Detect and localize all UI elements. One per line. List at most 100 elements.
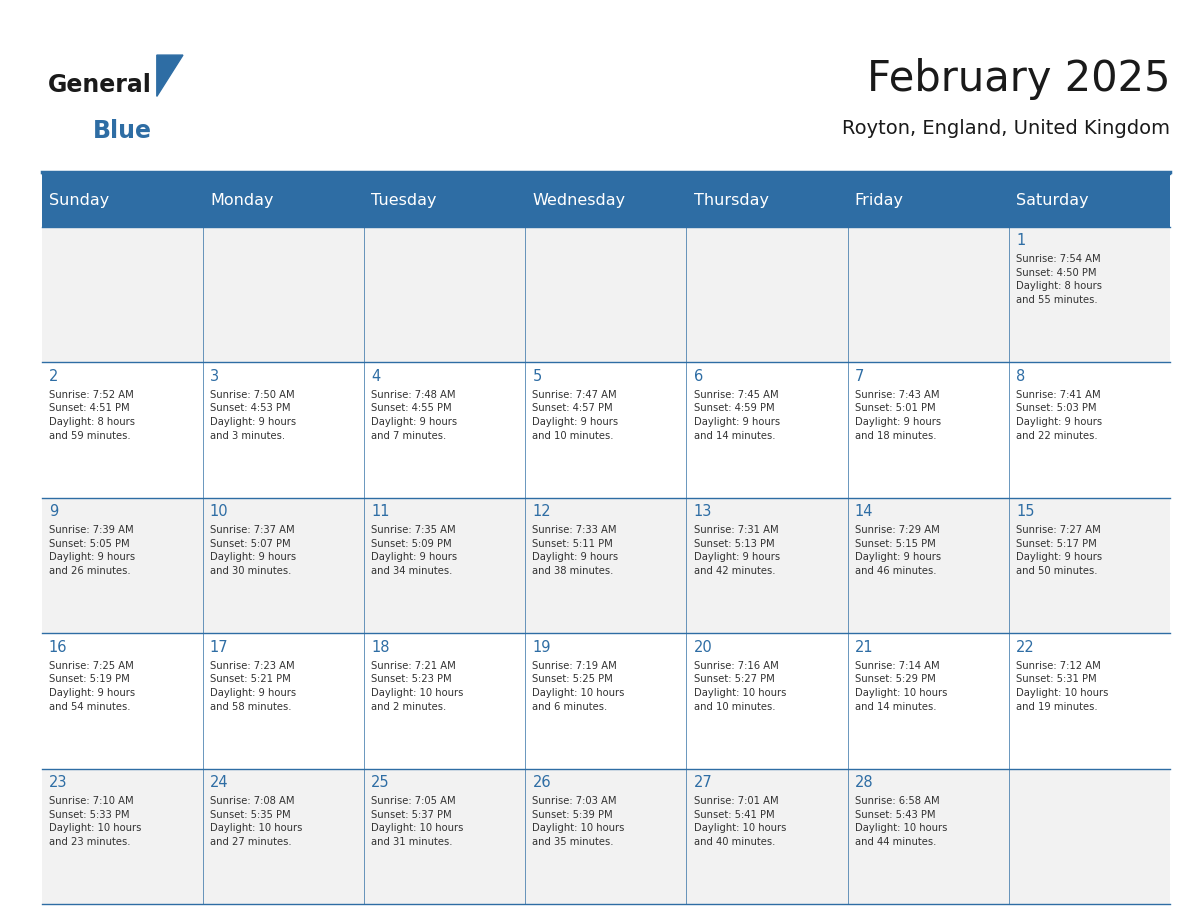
Text: 12: 12 xyxy=(532,504,551,520)
Text: Sunrise: 7:27 AM
Sunset: 5:17 PM
Daylight: 9 hours
and 50 minutes.: Sunrise: 7:27 AM Sunset: 5:17 PM Dayligh… xyxy=(1016,525,1102,577)
Text: Blue: Blue xyxy=(93,118,152,142)
Text: Sunrise: 7:23 AM
Sunset: 5:21 PM
Daylight: 9 hours
and 58 minutes.: Sunrise: 7:23 AM Sunset: 5:21 PM Dayligh… xyxy=(210,661,296,711)
Text: Tuesday: Tuesday xyxy=(371,193,437,208)
Text: 19: 19 xyxy=(532,640,551,655)
Text: Sunrise: 7:03 AM
Sunset: 5:39 PM
Daylight: 10 hours
and 35 minutes.: Sunrise: 7:03 AM Sunset: 5:39 PM Dayligh… xyxy=(532,796,625,847)
Text: Monday: Monday xyxy=(210,193,273,208)
Polygon shape xyxy=(157,55,183,96)
Bar xyxy=(525,498,687,633)
Bar xyxy=(848,227,1009,363)
Bar xyxy=(364,498,525,633)
Text: Sunrise: 7:33 AM
Sunset: 5:11 PM
Daylight: 9 hours
and 38 minutes.: Sunrise: 7:33 AM Sunset: 5:11 PM Dayligh… xyxy=(532,525,619,577)
Text: 6: 6 xyxy=(694,369,703,384)
Text: 28: 28 xyxy=(855,775,873,790)
Bar xyxy=(42,363,203,498)
Bar xyxy=(848,633,1009,768)
Bar xyxy=(848,768,1009,904)
Text: General: General xyxy=(48,73,151,96)
Bar xyxy=(687,633,848,768)
Text: 26: 26 xyxy=(532,775,551,790)
Text: 20: 20 xyxy=(694,640,713,655)
Text: Sunrise: 7:35 AM
Sunset: 5:09 PM
Daylight: 9 hours
and 34 minutes.: Sunrise: 7:35 AM Sunset: 5:09 PM Dayligh… xyxy=(371,525,457,577)
Text: 2: 2 xyxy=(49,369,58,384)
Bar xyxy=(687,363,848,498)
Text: Sunrise: 7:29 AM
Sunset: 5:15 PM
Daylight: 9 hours
and 46 minutes.: Sunrise: 7:29 AM Sunset: 5:15 PM Dayligh… xyxy=(855,525,941,577)
Bar xyxy=(848,363,1009,498)
Text: 11: 11 xyxy=(371,504,390,520)
Text: Sunrise: 7:16 AM
Sunset: 5:27 PM
Daylight: 10 hours
and 10 minutes.: Sunrise: 7:16 AM Sunset: 5:27 PM Dayligh… xyxy=(694,661,786,711)
Text: 22: 22 xyxy=(1016,640,1035,655)
Bar xyxy=(525,363,687,498)
Bar xyxy=(42,227,203,363)
Bar xyxy=(203,227,364,363)
Bar xyxy=(203,363,364,498)
Text: Sunrise: 7:08 AM
Sunset: 5:35 PM
Daylight: 10 hours
and 27 minutes.: Sunrise: 7:08 AM Sunset: 5:35 PM Dayligh… xyxy=(210,796,302,847)
Text: Friday: Friday xyxy=(855,193,904,208)
Text: Sunrise: 7:52 AM
Sunset: 4:51 PM
Daylight: 8 hours
and 59 minutes.: Sunrise: 7:52 AM Sunset: 4:51 PM Dayligh… xyxy=(49,390,134,441)
Text: 14: 14 xyxy=(855,504,873,520)
Text: Sunrise: 7:25 AM
Sunset: 5:19 PM
Daylight: 9 hours
and 54 minutes.: Sunrise: 7:25 AM Sunset: 5:19 PM Dayligh… xyxy=(49,661,134,711)
Text: 21: 21 xyxy=(855,640,873,655)
Text: Royton, England, United Kingdom: Royton, England, United Kingdom xyxy=(842,119,1170,139)
Bar xyxy=(525,633,687,768)
Bar xyxy=(364,363,525,498)
Bar xyxy=(364,633,525,768)
Text: Sunday: Sunday xyxy=(49,193,109,208)
Bar xyxy=(848,498,1009,633)
Bar xyxy=(203,498,364,633)
Text: 23: 23 xyxy=(49,775,68,790)
Text: Sunrise: 7:45 AM
Sunset: 4:59 PM
Daylight: 9 hours
and 14 minutes.: Sunrise: 7:45 AM Sunset: 4:59 PM Dayligh… xyxy=(694,390,779,441)
Bar xyxy=(42,498,203,633)
Text: February 2025: February 2025 xyxy=(867,58,1170,100)
Bar xyxy=(203,633,364,768)
Text: Sunrise: 7:54 AM
Sunset: 4:50 PM
Daylight: 8 hours
and 55 minutes.: Sunrise: 7:54 AM Sunset: 4:50 PM Dayligh… xyxy=(1016,254,1102,305)
Text: Sunrise: 7:37 AM
Sunset: 5:07 PM
Daylight: 9 hours
and 30 minutes.: Sunrise: 7:37 AM Sunset: 5:07 PM Dayligh… xyxy=(210,525,296,577)
Bar xyxy=(687,227,848,363)
Bar xyxy=(1009,768,1170,904)
Bar xyxy=(525,227,687,363)
Text: 27: 27 xyxy=(694,775,713,790)
Text: Sunrise: 7:41 AM
Sunset: 5:03 PM
Daylight: 9 hours
and 22 minutes.: Sunrise: 7:41 AM Sunset: 5:03 PM Dayligh… xyxy=(1016,390,1102,441)
Text: 5: 5 xyxy=(532,369,542,384)
Bar xyxy=(687,498,848,633)
Bar xyxy=(525,768,687,904)
Bar xyxy=(1009,363,1170,498)
Text: Wednesday: Wednesday xyxy=(532,193,626,208)
Text: 25: 25 xyxy=(371,775,390,790)
Text: Sunrise: 7:43 AM
Sunset: 5:01 PM
Daylight: 9 hours
and 18 minutes.: Sunrise: 7:43 AM Sunset: 5:01 PM Dayligh… xyxy=(855,390,941,441)
Text: 24: 24 xyxy=(210,775,228,790)
Text: 10: 10 xyxy=(210,504,228,520)
Text: 18: 18 xyxy=(371,640,390,655)
Text: 8: 8 xyxy=(1016,369,1025,384)
Bar xyxy=(42,768,203,904)
Text: Sunrise: 7:48 AM
Sunset: 4:55 PM
Daylight: 9 hours
and 7 minutes.: Sunrise: 7:48 AM Sunset: 4:55 PM Dayligh… xyxy=(371,390,457,441)
Text: Sunrise: 7:31 AM
Sunset: 5:13 PM
Daylight: 9 hours
and 42 minutes.: Sunrise: 7:31 AM Sunset: 5:13 PM Dayligh… xyxy=(694,525,779,577)
Bar xyxy=(1009,498,1170,633)
Bar xyxy=(687,768,848,904)
Text: Sunrise: 6:58 AM
Sunset: 5:43 PM
Daylight: 10 hours
and 44 minutes.: Sunrise: 6:58 AM Sunset: 5:43 PM Dayligh… xyxy=(855,796,947,847)
Bar xyxy=(42,174,1170,227)
Text: Sunrise: 7:47 AM
Sunset: 4:57 PM
Daylight: 9 hours
and 10 minutes.: Sunrise: 7:47 AM Sunset: 4:57 PM Dayligh… xyxy=(532,390,619,441)
Text: 9: 9 xyxy=(49,504,58,520)
Bar xyxy=(203,768,364,904)
Text: Sunrise: 7:10 AM
Sunset: 5:33 PM
Daylight: 10 hours
and 23 minutes.: Sunrise: 7:10 AM Sunset: 5:33 PM Dayligh… xyxy=(49,796,141,847)
Bar xyxy=(1009,633,1170,768)
Bar xyxy=(1009,227,1170,363)
Text: 3: 3 xyxy=(210,369,219,384)
Text: Saturday: Saturday xyxy=(1016,193,1088,208)
Text: 13: 13 xyxy=(694,504,712,520)
Text: Sunrise: 7:50 AM
Sunset: 4:53 PM
Daylight: 9 hours
and 3 minutes.: Sunrise: 7:50 AM Sunset: 4:53 PM Dayligh… xyxy=(210,390,296,441)
Text: 17: 17 xyxy=(210,640,228,655)
Bar xyxy=(42,633,203,768)
Text: 1: 1 xyxy=(1016,233,1025,248)
Text: Sunrise: 7:21 AM
Sunset: 5:23 PM
Daylight: 10 hours
and 2 minutes.: Sunrise: 7:21 AM Sunset: 5:23 PM Dayligh… xyxy=(371,661,463,711)
Text: 15: 15 xyxy=(1016,504,1035,520)
Text: 4: 4 xyxy=(371,369,380,384)
Text: 7: 7 xyxy=(855,369,864,384)
Text: Sunrise: 7:12 AM
Sunset: 5:31 PM
Daylight: 10 hours
and 19 minutes.: Sunrise: 7:12 AM Sunset: 5:31 PM Dayligh… xyxy=(1016,661,1108,711)
Text: Sunrise: 7:39 AM
Sunset: 5:05 PM
Daylight: 9 hours
and 26 minutes.: Sunrise: 7:39 AM Sunset: 5:05 PM Dayligh… xyxy=(49,525,134,577)
Text: Sunrise: 7:19 AM
Sunset: 5:25 PM
Daylight: 10 hours
and 6 minutes.: Sunrise: 7:19 AM Sunset: 5:25 PM Dayligh… xyxy=(532,661,625,711)
Text: Sunrise: 7:05 AM
Sunset: 5:37 PM
Daylight: 10 hours
and 31 minutes.: Sunrise: 7:05 AM Sunset: 5:37 PM Dayligh… xyxy=(371,796,463,847)
Text: 16: 16 xyxy=(49,640,68,655)
Text: Thursday: Thursday xyxy=(694,193,769,208)
